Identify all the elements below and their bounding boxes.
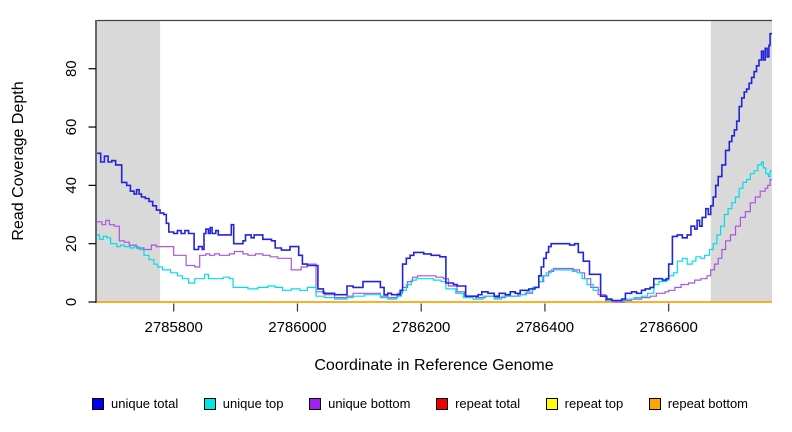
y-tick-label: 40	[63, 177, 80, 194]
legend-label-repeat-total: repeat total	[455, 396, 521, 411]
y-tick-label: 0	[63, 298, 80, 306]
legend-swatch-unique-total	[92, 397, 104, 410]
series-line-unique-top	[97, 161, 772, 302]
legend: unique total unique top unique bottom repea…	[92, 396, 748, 411]
legend-item-unique-bottom: unique bottom	[309, 396, 411, 411]
legend-item-repeat-bottom: repeat bottom	[648, 396, 748, 411]
legend-item-unique-top: unique top	[203, 396, 284, 411]
legend-label-repeat-top: repeat top	[564, 396, 624, 411]
legend-label-unique-total: unique total	[111, 396, 179, 411]
x-tick-label: 2786000	[268, 319, 326, 336]
series-line-unique-bottom	[97, 178, 772, 303]
y-tick-label: 60	[63, 119, 80, 136]
legend-swatch-unique-bottom	[309, 397, 322, 410]
y-tick-label: 20	[63, 235, 80, 252]
x-tick-label: 2785800	[145, 319, 203, 336]
x-tick-label: 2786200	[392, 319, 450, 336]
legend-item-unique-total: unique total	[92, 396, 178, 411]
legend-label-unique-bottom: unique bottom	[328, 396, 411, 411]
legend-swatch-repeat-top	[545, 397, 558, 410]
x-tick-label: 2786400	[516, 319, 574, 336]
legend-swatch-unique-top	[203, 397, 216, 410]
legend-label-repeat-bottom: repeat bottom	[667, 396, 748, 411]
x-axis-title: Coordinate in Reference Genome	[314, 357, 554, 374]
y-axis-title: Read Coverage Depth	[10, 81, 27, 241]
legend-label-unique-top: unique top	[222, 396, 284, 411]
y-tick-label: 80	[63, 60, 80, 77]
legend-swatch-repeat-bottom	[648, 397, 661, 410]
legend-item-repeat-total: repeat total	[436, 396, 520, 411]
series-line-unique-total	[97, 32, 772, 302]
x-tick-label: 2786600	[639, 319, 697, 336]
legend-swatch-repeat-total	[436, 397, 449, 410]
legend-item-repeat-top: repeat top	[545, 396, 624, 411]
